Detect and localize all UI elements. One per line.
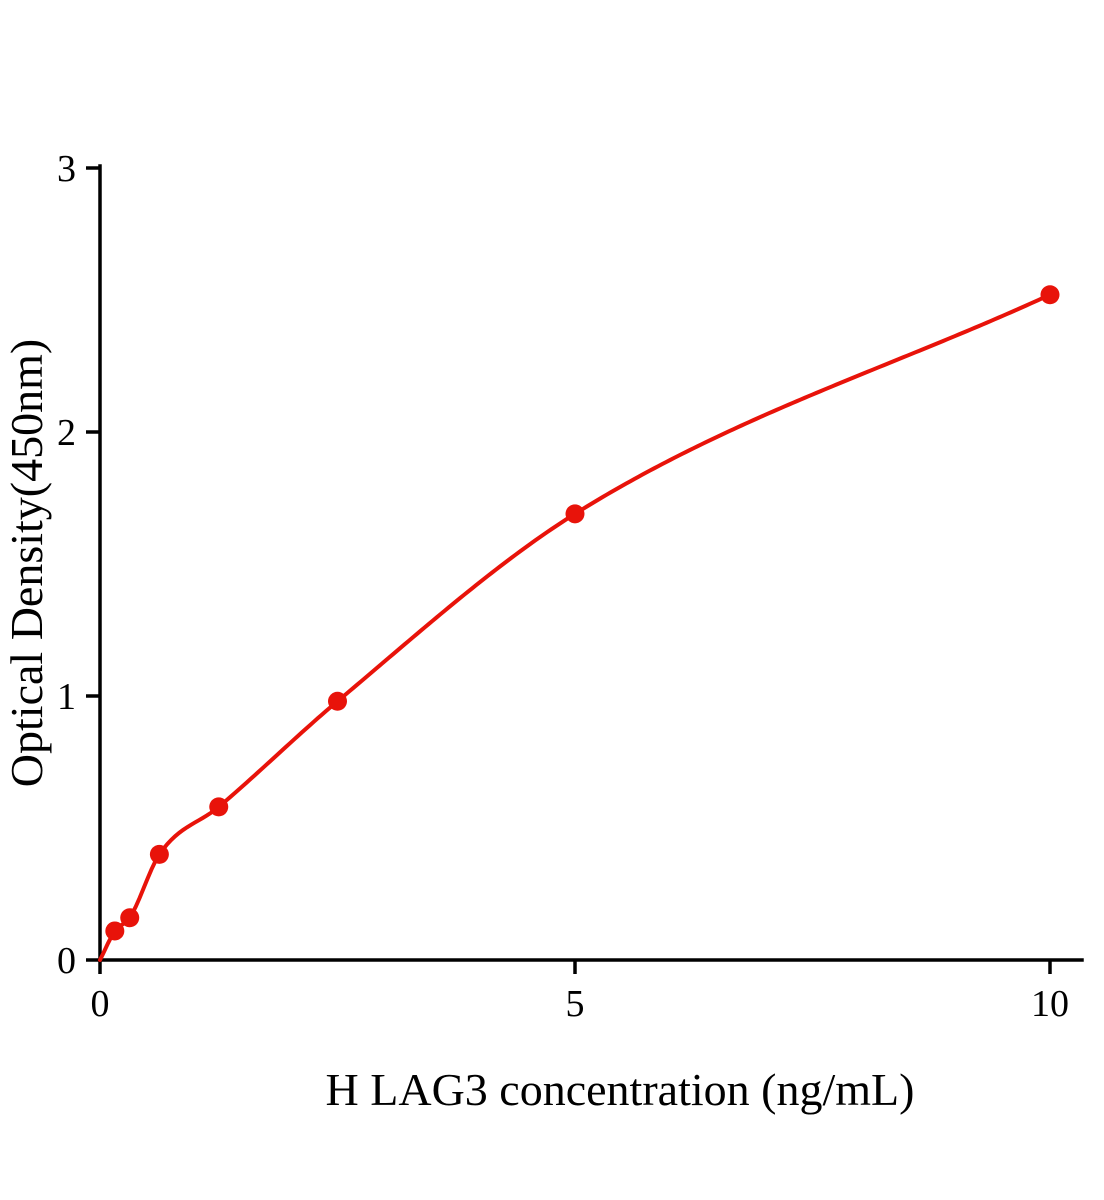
y-tick-label: 3 (57, 148, 76, 190)
y-axis-title: Optical Density(450nm) (1, 339, 52, 787)
data-point (209, 797, 229, 817)
y-tick-label: 1 (57, 676, 76, 718)
data-point (105, 921, 125, 941)
data-point (120, 908, 140, 928)
axes-spines (98, 164, 1084, 962)
plot-layer: 0 5 10 0 1 2 3 (57, 148, 1084, 1025)
data-point (328, 691, 347, 711)
data-point (1040, 285, 1060, 305)
data-point (565, 504, 585, 524)
data-point (149, 844, 169, 864)
fit-curve (98, 292, 1052, 962)
x-tick-label: 0 (91, 983, 110, 1025)
x-tick-label: 10 (1031, 983, 1069, 1025)
x-axis-title: H LAG3 concentration (ng/mL) (326, 1064, 915, 1115)
x-tick-label: 5 (566, 983, 585, 1025)
y-tick-label: 0 (57, 940, 76, 982)
y-tick-label: 2 (57, 412, 76, 454)
